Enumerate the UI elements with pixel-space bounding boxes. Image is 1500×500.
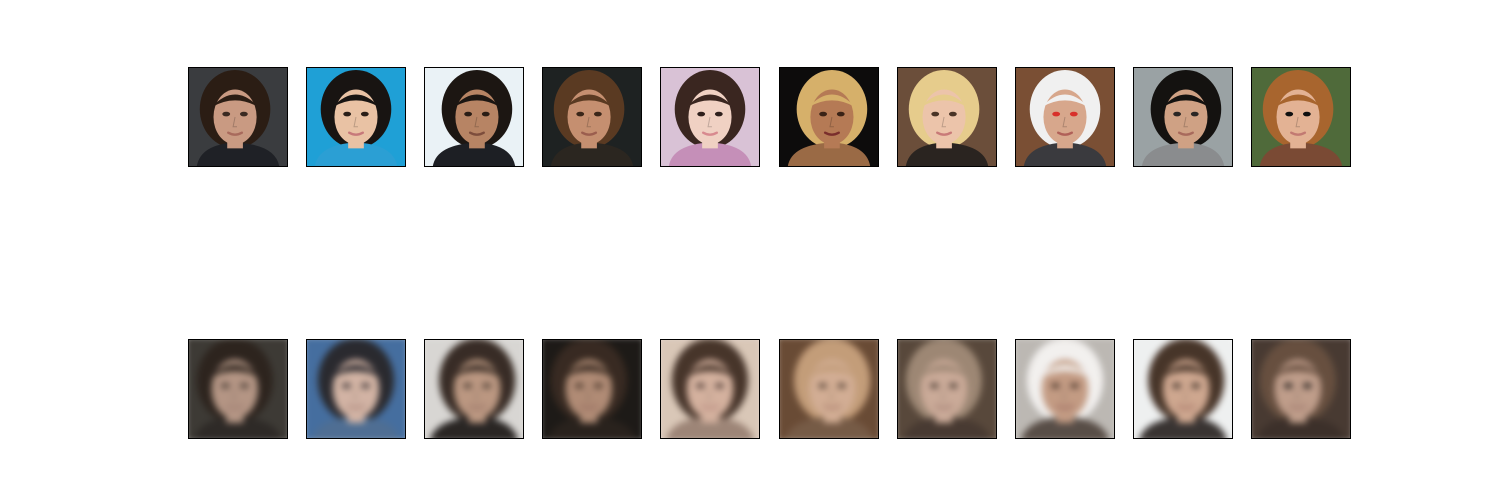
face-image: [1016, 68, 1114, 166]
original-face-5: [660, 67, 760, 167]
face-image: [1016, 340, 1114, 438]
reconstructed-face-4: [542, 339, 642, 439]
face-image: [543, 340, 641, 438]
original-face-2: [306, 67, 406, 167]
face-image: [543, 68, 641, 166]
face-image: [1252, 68, 1350, 166]
face-image: [898, 68, 996, 166]
face-image: [780, 68, 878, 166]
original-face-7: [897, 67, 997, 167]
face-image: [425, 340, 523, 438]
original-face-6: [779, 67, 879, 167]
reconstructed-face-10: [1251, 339, 1351, 439]
face-image: [898, 340, 996, 438]
face-image: [1252, 340, 1350, 438]
reconstructed-face-1: [188, 339, 288, 439]
face-image: [1134, 340, 1232, 438]
face-image: [307, 68, 405, 166]
reconstructed-face-5: [660, 339, 760, 439]
reconstructed-face-3: [424, 339, 524, 439]
reconstructed-face-2: [306, 339, 406, 439]
face-image: [307, 340, 405, 438]
face-image: [189, 68, 287, 166]
original-face-4: [542, 67, 642, 167]
reconstructed-face-8: [1015, 339, 1115, 439]
original-face-9: [1133, 67, 1233, 167]
original-face-10: [1251, 67, 1351, 167]
original-face-1: [188, 67, 288, 167]
face-image: [425, 68, 523, 166]
reconstructed-face-9: [1133, 339, 1233, 439]
original-face-3: [424, 67, 524, 167]
face-image: [661, 68, 759, 166]
reconstructed-face-7: [897, 339, 997, 439]
face-image: [780, 340, 878, 438]
original-face-8: [1015, 67, 1115, 167]
face-image: [189, 340, 287, 438]
face-image: [661, 340, 759, 438]
reconstructed-face-6: [779, 339, 879, 439]
face-image: [1134, 68, 1232, 166]
